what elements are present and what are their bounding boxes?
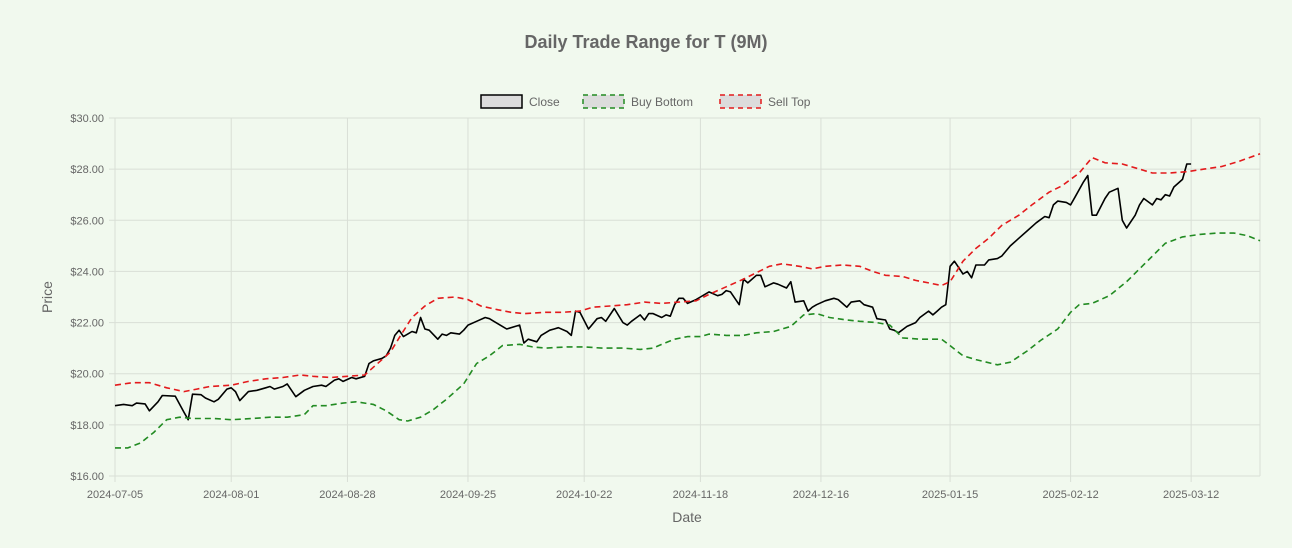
x-tick-label: 2025-01-15 (922, 489, 978, 501)
legend[interactable]: Close Buy Bottom Sell Top (480, 94, 811, 109)
x-tick-label: 2024-08-01 (203, 489, 259, 501)
legend-label-buy-bottom: Buy Bottom (631, 95, 693, 109)
y-tick-label: $28.00 (70, 164, 104, 176)
legend-swatch-sell-top (719, 94, 762, 109)
x-axis: 2024-07-05 2024-08-01 2024-08-28 2024-09-25… (87, 489, 1219, 501)
legend-label-sell-top: Sell Top (768, 95, 811, 109)
x-axis-title: Date (672, 509, 702, 525)
y-tick-label: $16.00 (70, 471, 104, 483)
y-axis: $16.00 $18.00 $20.00 $22.00 $24.00 $26.00 $28.… (70, 113, 104, 483)
x-tick-label: 2024-12-16 (793, 489, 849, 501)
legend-label-close: Close (529, 95, 560, 109)
x-tick-label: 2025-03-12 (1163, 489, 1219, 501)
series-line-close (114, 163, 1192, 421)
legend-item-buy-bottom[interactable]: Buy Bottom (582, 94, 693, 109)
y-tick-label: $24.00 (70, 266, 104, 278)
plot-area (114, 153, 1261, 449)
legend-item-close[interactable]: Close (480, 94, 560, 109)
x-tick-label: 2024-11-18 (673, 489, 728, 501)
grid (109, 117, 1261, 482)
y-tick-label: $30.00 (70, 113, 104, 125)
x-tick-label: 2024-07-05 (87, 489, 143, 501)
y-tick-label: $20.00 (70, 369, 104, 381)
x-tick-label: 2024-10-22 (556, 489, 612, 501)
series-line-sell-top (114, 153, 1261, 393)
y-tick-label: $26.00 (70, 215, 104, 227)
chart-title: Daily Trade Range for T (9M) (524, 32, 767, 52)
y-axis-title: Price (39, 281, 55, 313)
legend-item-sell-top[interactable]: Sell Top (719, 94, 811, 109)
legend-swatch-buy-bottom (582, 94, 625, 109)
x-tick-label: 2025-02-12 (1042, 489, 1098, 501)
x-tick-label: 2024-09-25 (440, 489, 496, 501)
x-tick-label: 2024-08-28 (319, 489, 375, 501)
y-tick-label: $18.00 (70, 420, 104, 432)
series-line-buy-bottom (115, 232, 1261, 449)
legend-swatch-close (480, 94, 523, 109)
y-tick-label: $22.00 (70, 318, 104, 330)
